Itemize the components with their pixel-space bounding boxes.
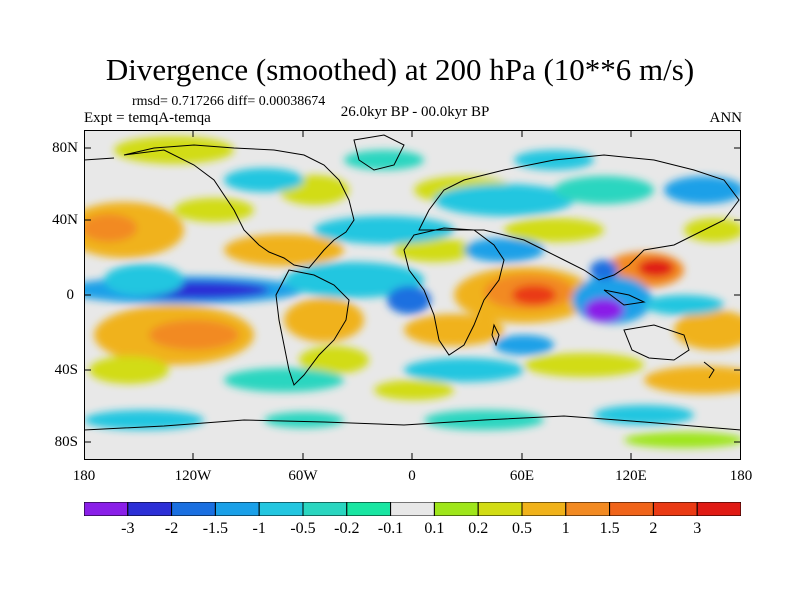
colorbar-label: -1.5	[202, 520, 229, 537]
colorbar-box	[346, 502, 392, 516]
colorbar-box	[258, 502, 304, 516]
lat-label-80s: 80S	[54, 434, 78, 450]
colorbar-label: -0.1	[377, 520, 404, 537]
lon-label-60w: 60W	[288, 468, 318, 484]
colorbar-box	[477, 502, 523, 516]
lon-label-60e: 60E	[509, 468, 535, 484]
colorbar-box	[609, 502, 654, 516]
colorbar-label: -2	[164, 520, 179, 537]
colorbar-label: -0.2	[334, 520, 360, 537]
colorbar-label: 0.5	[512, 520, 532, 537]
plot-title: Divergence (smoothed) at 200 hPa (10**6 …	[105, 52, 695, 87]
colorbar-box	[652, 502, 698, 516]
colorbar-box	[302, 502, 348, 516]
period-label: 26.0kyr BP - 00.0kyr BP	[340, 104, 490, 120]
lat-label-80n: 80N	[52, 140, 78, 156]
colorbar-box	[171, 502, 216, 516]
divergence-field	[84, 136, 741, 448]
colorbar-box	[214, 502, 260, 516]
lon-label-120w: 120W	[174, 468, 212, 484]
colorbar-box	[127, 502, 173, 516]
colorbar-label: -0.5	[290, 520, 316, 537]
season-label: ANN	[709, 110, 743, 126]
lon-label-0: 0	[408, 468, 416, 484]
colorbar-box	[433, 502, 479, 516]
colorbar-label: 0.1	[424, 520, 445, 537]
colorbar-label: 1	[561, 520, 570, 537]
colorbar-box	[565, 502, 611, 516]
colorbar-label: -3	[121, 520, 135, 537]
colorbar-box	[521, 502, 567, 516]
colorbar	[84, 502, 741, 516]
stats-text: rmsd= 0.717266 diff= 0.00038674	[132, 94, 326, 109]
colorbar-label: 3	[693, 520, 702, 537]
lon-label-180w: 180	[72, 468, 96, 484]
colorbar-box	[696, 502, 741, 516]
lon-label-180e: 180	[729, 468, 753, 484]
colorbar-label: 2	[649, 520, 658, 537]
coastlines	[84, 134, 741, 431]
experiment-label: Expt = temqA-temqa	[84, 110, 211, 126]
colorbar-box	[84, 502, 129, 516]
divergence-map	[84, 130, 741, 460]
colorbar-label: 1.5	[599, 520, 620, 537]
lat-label-0: 0	[66, 287, 75, 303]
colorbar-label: -1	[252, 520, 266, 537]
lat-label-40s: 40S	[54, 362, 78, 378]
colorbar-box	[390, 502, 435, 516]
lat-label-40n: 40N	[52, 212, 78, 228]
axis-ticks	[84, 130, 741, 460]
lon-label-120e: 120E	[615, 468, 647, 484]
colorbar-label: 0.2	[468, 520, 489, 537]
